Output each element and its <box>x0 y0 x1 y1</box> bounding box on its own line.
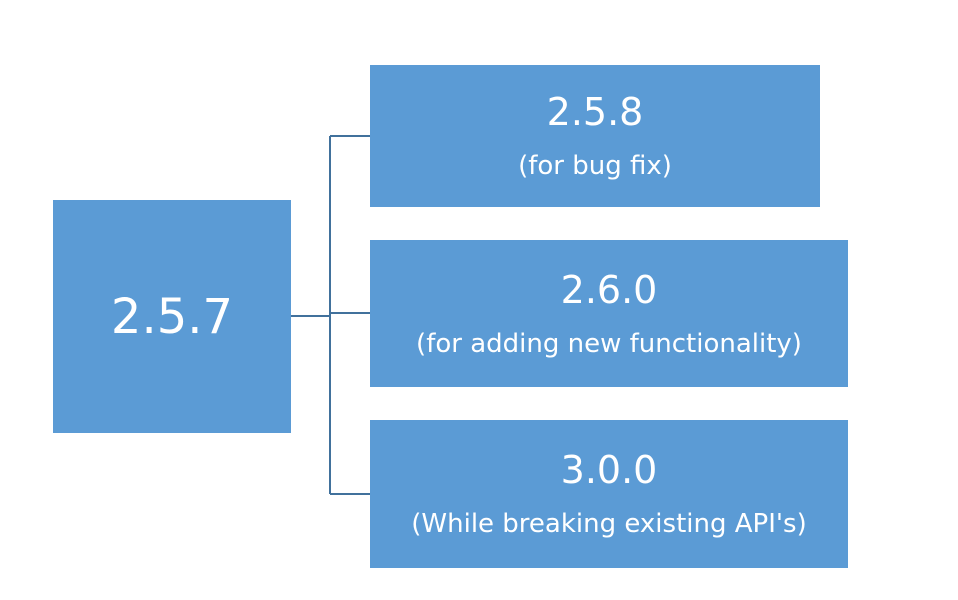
breaking-version-note: (While breaking existing API's) <box>411 509 807 539</box>
root-version-box: 2.5.7 <box>53 200 291 433</box>
bug-fix-version-label: 2.5.8 <box>546 90 644 134</box>
feature-version-box: 2.6.0 (for adding new functionality) <box>370 240 848 387</box>
feature-version-note: (for adding new functionality) <box>416 328 802 359</box>
root-version-label: 2.5.7 <box>110 288 234 345</box>
breaking-version-label: 3.0.0 <box>560 448 658 492</box>
breaking-version-box: 3.0.0 (While breaking existing API's) <box>370 420 848 568</box>
bug-fix-version-box: 2.5.8 (for bug fix) <box>370 65 820 207</box>
bug-fix-version-note: (for bug fix) <box>518 151 672 181</box>
feature-version-label: 2.6.0 <box>560 267 658 312</box>
